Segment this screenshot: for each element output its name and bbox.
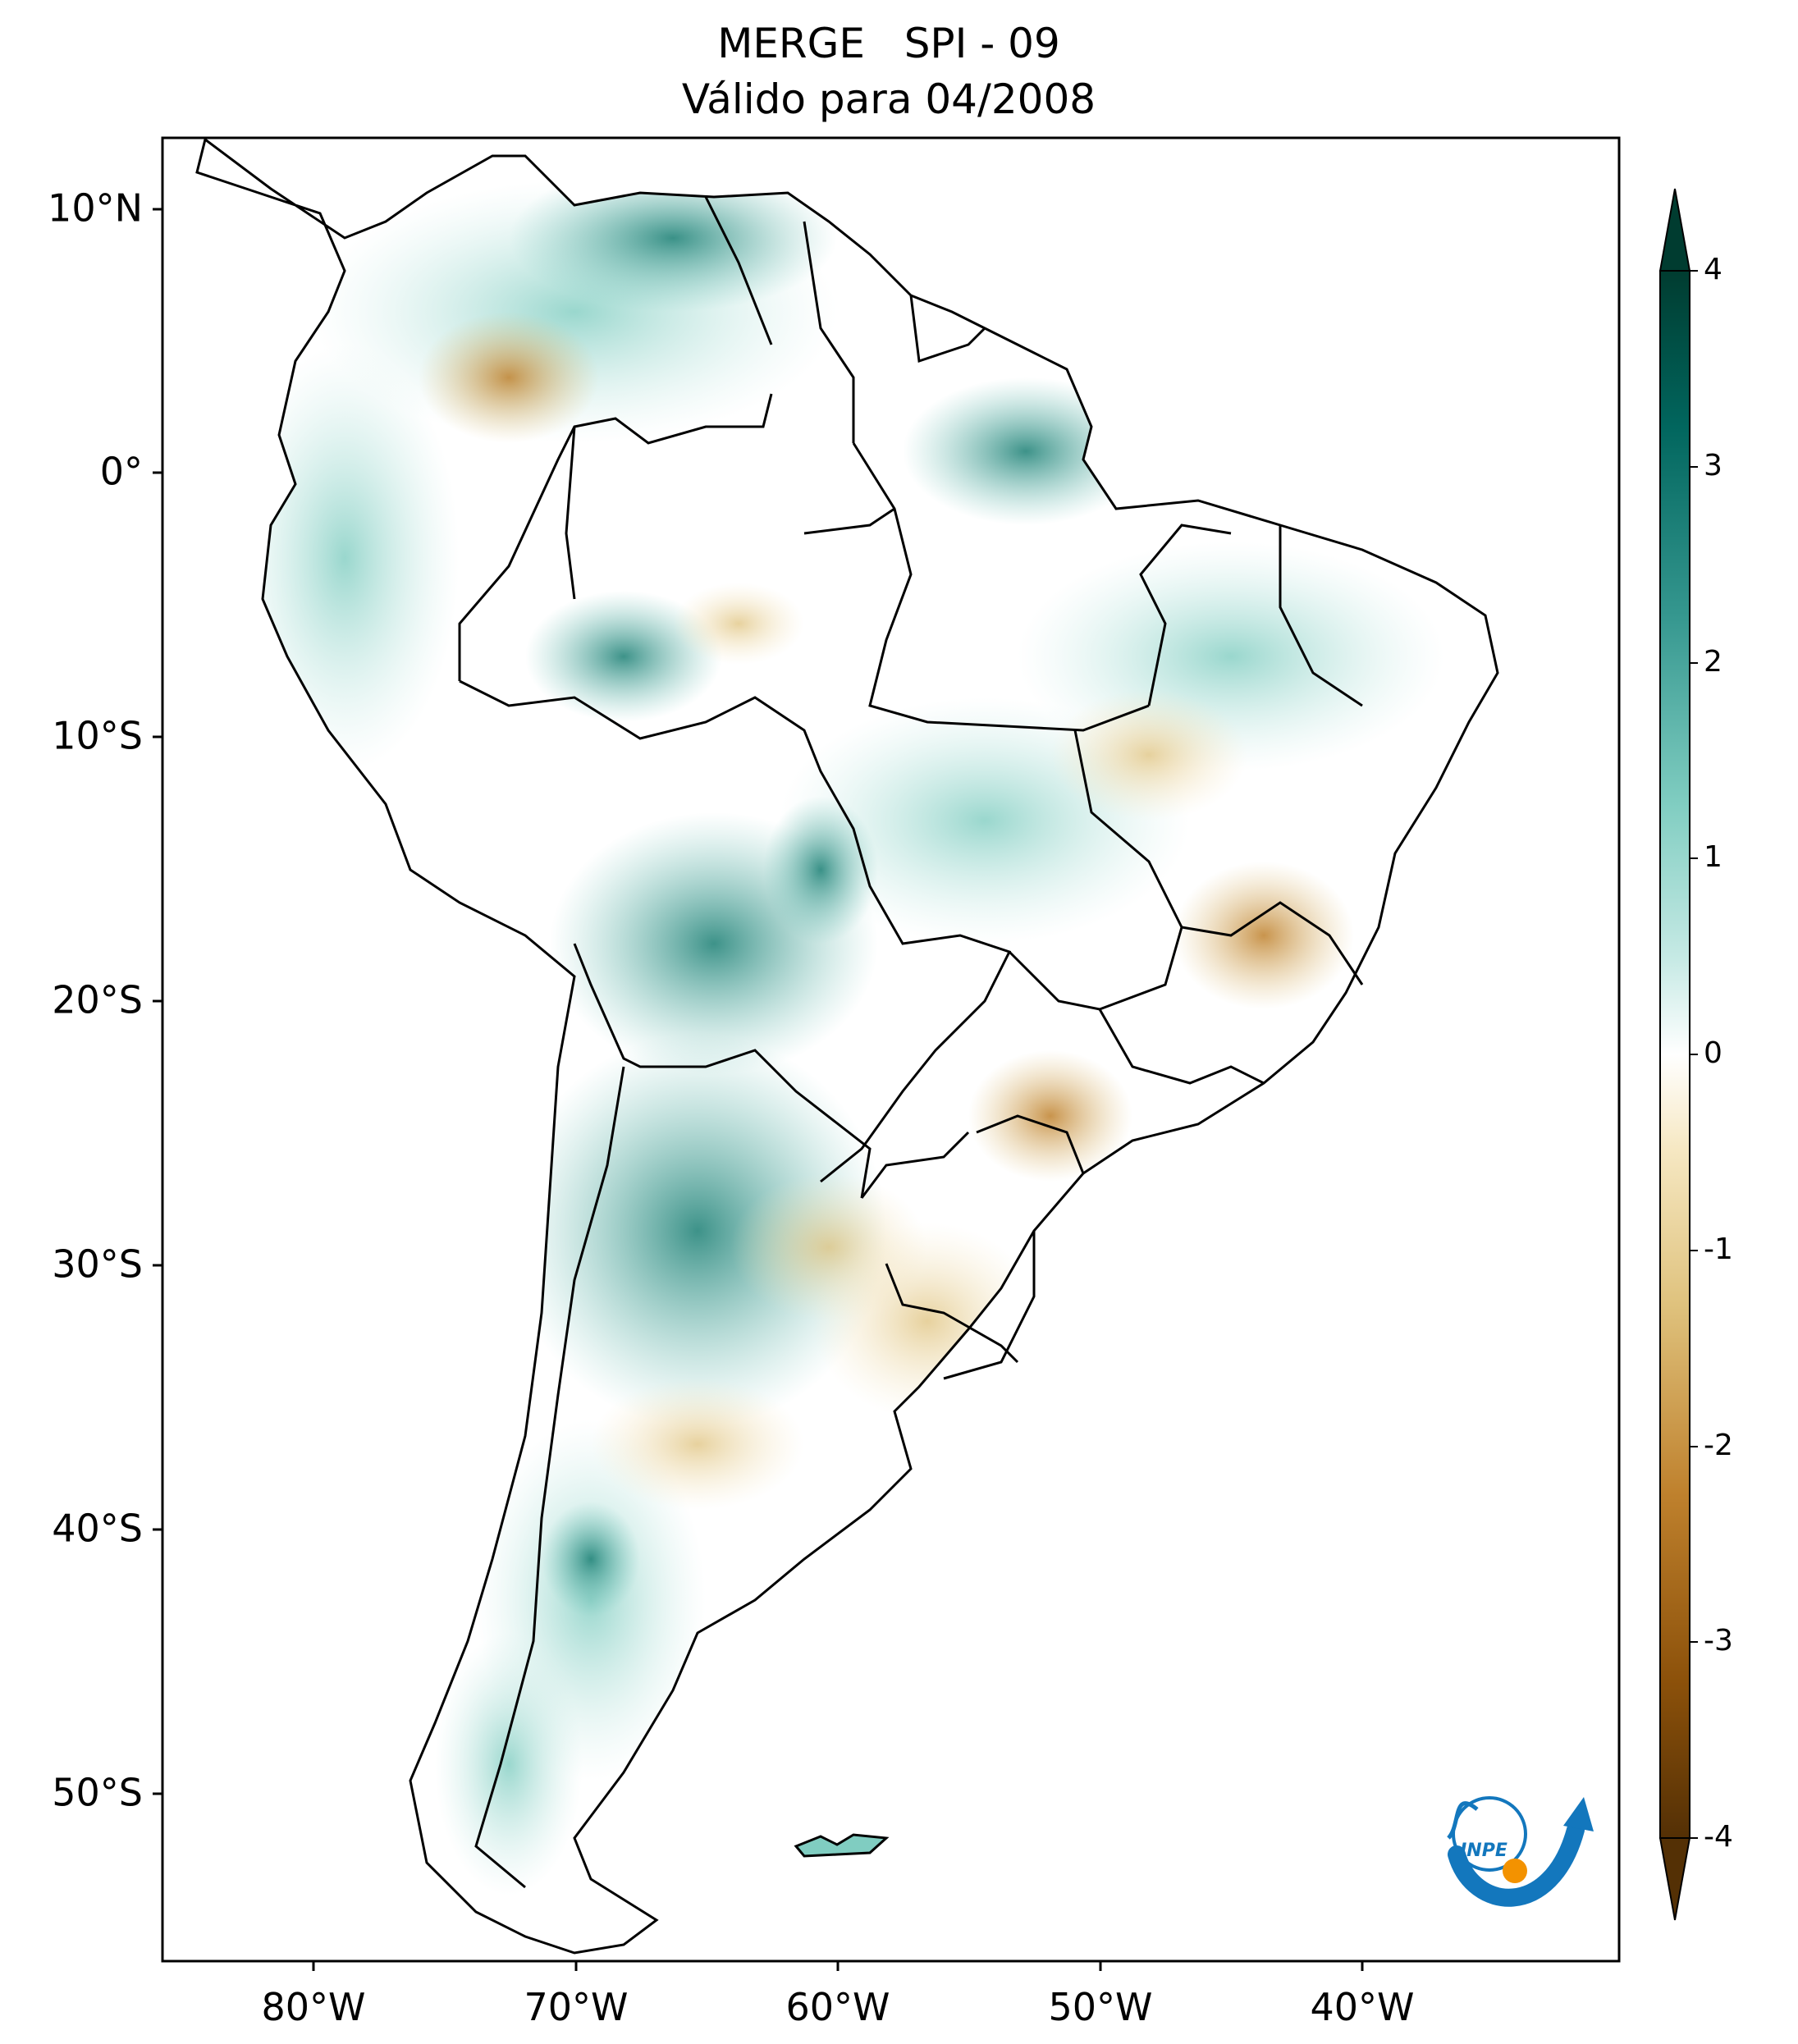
lon-tick-marks <box>312 1961 1364 1971</box>
lon-label-70w: 70°W <box>524 1985 628 2029</box>
border-lines <box>458 196 1364 1889</box>
colorbar-gradient <box>1659 270 1690 1839</box>
inpe-logo: INPE <box>1447 1796 1594 1907</box>
lat-label-0: 0° <box>100 450 143 494</box>
lon-label-80w: 80°W <box>261 1985 365 2029</box>
lon-label-60w: 60°W <box>785 1985 890 2029</box>
colorbar-label-2: 2 <box>1704 645 1723 679</box>
lat-label-30s: 30°S <box>52 1242 143 1287</box>
map-subtitle: Válido para 04/2008 <box>681 75 1096 123</box>
colorbar-label-neg2: -2 <box>1704 1429 1733 1462</box>
lon-label-40w: 40°W <box>1310 1985 1414 2029</box>
colorbar-min-arrow <box>1658 1837 1691 1921</box>
colorbar-label-4: 4 <box>1704 253 1723 286</box>
lat-label-10n: 10°N <box>48 186 143 231</box>
falkland-islands <box>794 1833 890 1858</box>
colorbar-label-0: 0 <box>1704 1036 1723 1070</box>
colorbar: 4 3 2 1 0 -1 -2 -3 -4 <box>1658 188 1733 1921</box>
colorbar-label-3: 3 <box>1704 449 1723 482</box>
lat-label-20s: 20°S <box>52 978 143 1022</box>
colorbar-label-neg4: -4 <box>1704 1820 1733 1854</box>
lat-label-50s: 50°S <box>52 1771 143 1815</box>
lat-label-40s: 40°S <box>52 1507 143 1551</box>
inpe-logo-text: INPE <box>1460 1841 1507 1861</box>
colorbar-label-neg1: -1 <box>1704 1232 1733 1266</box>
lat-tick-marks <box>153 208 162 1795</box>
colorbar-max-arrow <box>1658 188 1691 272</box>
colorbar-label-neg3: -3 <box>1704 1624 1733 1658</box>
colorbar-label-1: 1 <box>1704 840 1723 874</box>
lat-label-10s: 10°S <box>52 714 143 758</box>
map-title: MERGE SPI - 09 <box>717 20 1060 67</box>
lon-label-50w: 50°W <box>1048 1985 1152 2029</box>
colorbar-ticks <box>1690 270 1698 1839</box>
